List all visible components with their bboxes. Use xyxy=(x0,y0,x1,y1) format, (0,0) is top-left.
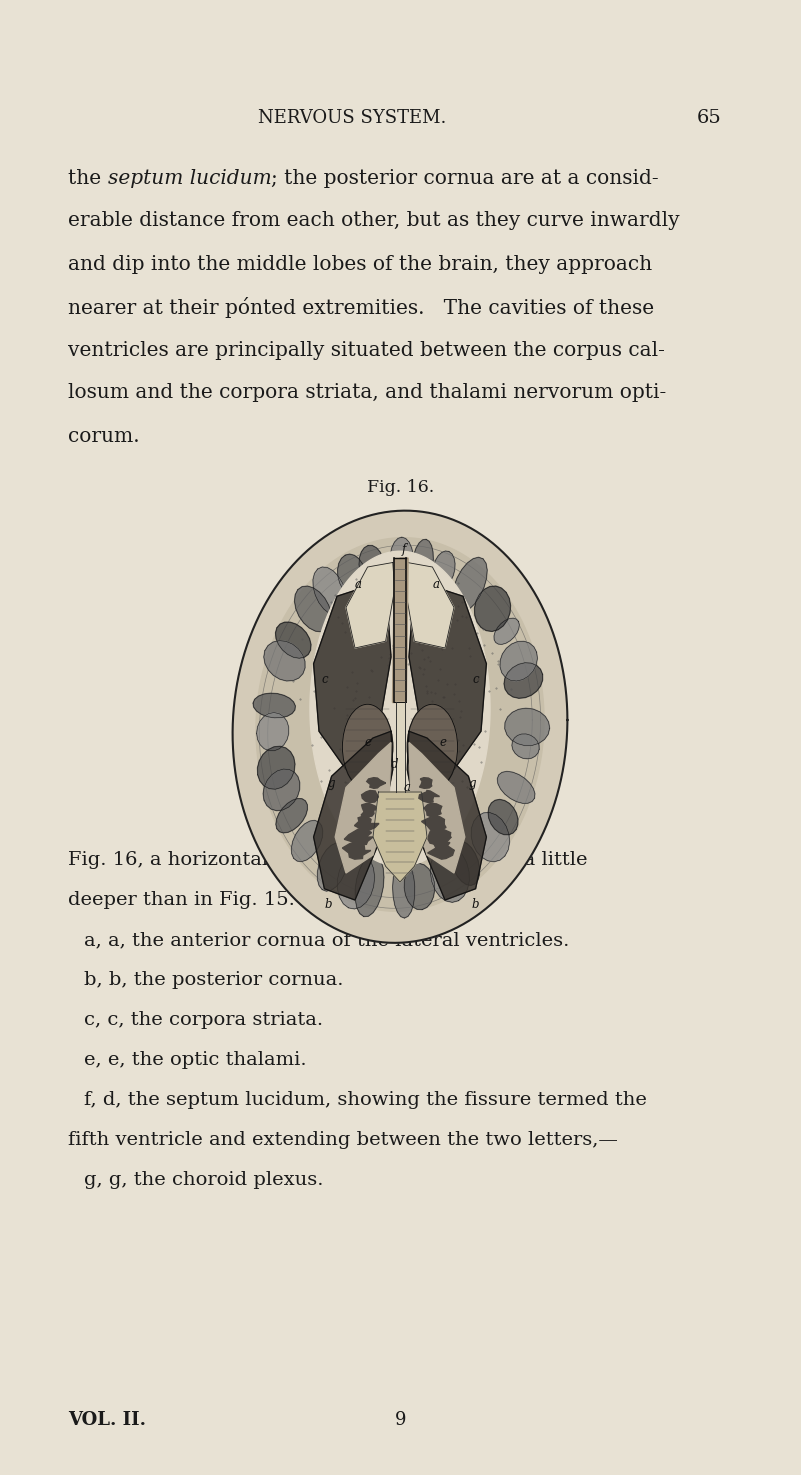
Text: ; the posterior cornua are at a consid-: ; the posterior cornua are at a consid- xyxy=(272,168,659,187)
Text: e: e xyxy=(440,736,447,749)
Text: Fig. 16, a horizontal section of the cerebrum, a little: Fig. 16, a horizontal section of the cer… xyxy=(68,851,587,869)
Polygon shape xyxy=(342,842,371,858)
Text: a: a xyxy=(355,578,362,591)
Polygon shape xyxy=(451,841,480,885)
Text: nearer at their pónted extremities.   The cavities of these: nearer at their pónted extremities. The… xyxy=(68,296,654,317)
Polygon shape xyxy=(433,552,455,587)
Polygon shape xyxy=(232,510,567,943)
Text: c: c xyxy=(473,673,479,686)
Polygon shape xyxy=(419,791,440,802)
Polygon shape xyxy=(317,844,348,891)
Text: e, e, the optic thalami.: e, e, the optic thalami. xyxy=(84,1052,307,1069)
Polygon shape xyxy=(264,768,300,811)
Polygon shape xyxy=(497,771,535,804)
Polygon shape xyxy=(396,702,405,792)
Polygon shape xyxy=(474,586,510,631)
Polygon shape xyxy=(295,586,332,631)
Polygon shape xyxy=(253,693,296,718)
Polygon shape xyxy=(488,799,518,835)
Polygon shape xyxy=(421,816,446,830)
Text: e: e xyxy=(364,736,371,749)
Polygon shape xyxy=(355,816,379,830)
Text: corum.: corum. xyxy=(68,426,139,445)
Text: septum lucidum: septum lucidum xyxy=(107,168,272,187)
Text: d: d xyxy=(391,758,398,771)
Polygon shape xyxy=(494,618,519,645)
Text: b, b, the posterior cornua.: b, b, the posterior cornua. xyxy=(84,971,344,990)
Text: b: b xyxy=(324,898,332,912)
Text: a, a, the anterior cornua of the lateral ventricles.: a, a, the anterior cornua of the lateral… xyxy=(84,931,570,948)
Text: c, c, the corpora striata.: c, c, the corpora striata. xyxy=(84,1010,324,1030)
Polygon shape xyxy=(400,558,408,702)
Text: and dip into the middle lobes of the brain, they approach: and dip into the middle lobes of the bra… xyxy=(68,255,652,273)
Polygon shape xyxy=(428,842,454,858)
Polygon shape xyxy=(337,555,366,596)
Polygon shape xyxy=(407,732,486,900)
Text: c: c xyxy=(321,673,328,686)
Polygon shape xyxy=(276,798,308,833)
Polygon shape xyxy=(335,742,391,873)
Text: ventricles are principally situated between the corpus cal-: ventricles are principally situated betw… xyxy=(68,341,665,360)
Polygon shape xyxy=(292,820,323,861)
Polygon shape xyxy=(512,735,539,758)
Text: NERVOUS SYSTEM.: NERVOUS SYSTEM. xyxy=(258,109,447,127)
Polygon shape xyxy=(264,640,305,681)
Ellipse shape xyxy=(407,704,457,789)
Polygon shape xyxy=(452,558,487,612)
Polygon shape xyxy=(392,558,400,702)
Text: a: a xyxy=(433,578,440,591)
Text: fifth ventricle and extending between the two letters,—: fifth ventricle and extending between th… xyxy=(68,1131,618,1149)
Polygon shape xyxy=(425,804,442,817)
Polygon shape xyxy=(390,537,413,584)
Text: the: the xyxy=(68,168,107,187)
Polygon shape xyxy=(361,791,378,802)
Polygon shape xyxy=(337,853,375,909)
Polygon shape xyxy=(409,742,465,873)
Text: 9: 9 xyxy=(395,1412,406,1429)
Polygon shape xyxy=(346,562,395,648)
Polygon shape xyxy=(367,777,386,788)
Text: erable distance from each other, but as they curve inwardly: erable distance from each other, but as … xyxy=(68,211,679,230)
Polygon shape xyxy=(359,546,384,587)
Text: 65: 65 xyxy=(697,109,722,127)
Polygon shape xyxy=(505,708,549,745)
Polygon shape xyxy=(405,562,454,648)
Polygon shape xyxy=(430,847,469,903)
Polygon shape xyxy=(405,863,435,910)
Polygon shape xyxy=(373,792,427,882)
Polygon shape xyxy=(413,540,433,586)
Polygon shape xyxy=(257,746,295,789)
Polygon shape xyxy=(471,813,509,861)
Polygon shape xyxy=(276,622,311,658)
Text: losum and the corpora striata, and thalami nervorum opti-: losum and the corpora striata, and thala… xyxy=(68,384,666,403)
Ellipse shape xyxy=(342,704,392,789)
Text: g: g xyxy=(328,776,336,789)
Text: VOL. II.: VOL. II. xyxy=(68,1412,146,1429)
Polygon shape xyxy=(500,642,537,681)
Text: Fig. 16.: Fig. 16. xyxy=(367,479,434,497)
Text: f, d, the septum lucidum, showing the fissure termed the: f, d, the septum lucidum, showing the fi… xyxy=(84,1092,647,1109)
Polygon shape xyxy=(361,804,376,817)
Text: g, g, the choroid plexus.: g, g, the choroid plexus. xyxy=(84,1171,324,1189)
Polygon shape xyxy=(420,777,432,788)
Polygon shape xyxy=(313,566,347,615)
Polygon shape xyxy=(355,854,384,916)
Text: deeper than in Fig. 15.: deeper than in Fig. 15. xyxy=(68,891,295,909)
Polygon shape xyxy=(256,538,544,912)
Polygon shape xyxy=(310,552,490,866)
Polygon shape xyxy=(256,712,288,751)
Polygon shape xyxy=(344,829,373,845)
Polygon shape xyxy=(504,662,542,698)
Polygon shape xyxy=(392,860,415,917)
Polygon shape xyxy=(314,581,391,770)
Text: g: g xyxy=(469,776,476,789)
Text: a: a xyxy=(404,780,411,794)
Polygon shape xyxy=(314,732,392,900)
Text: f: f xyxy=(401,543,406,556)
Polygon shape xyxy=(428,829,451,845)
Text: b: b xyxy=(472,898,479,912)
Polygon shape xyxy=(409,581,486,770)
